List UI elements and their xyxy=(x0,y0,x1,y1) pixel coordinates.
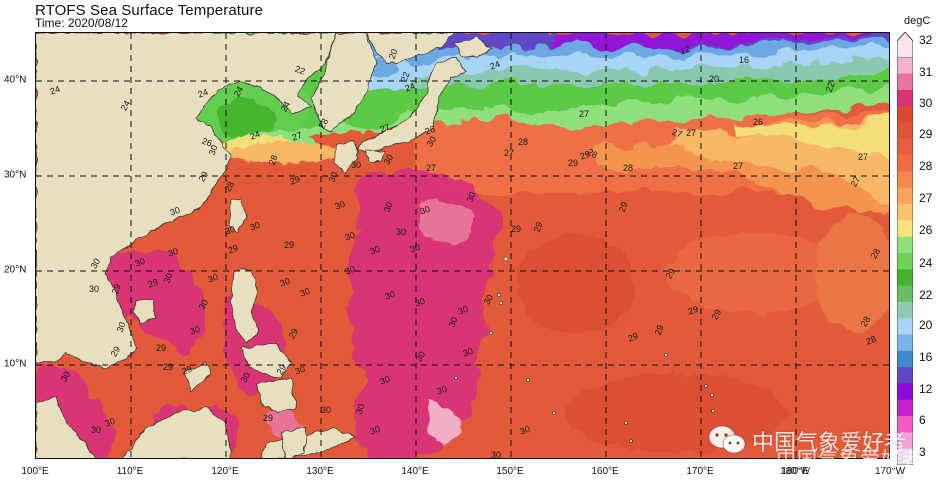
colorbar-tick-label: 27 xyxy=(919,191,932,205)
x-tick-label: 160°E xyxy=(591,466,618,477)
contour-label: 28 xyxy=(623,163,633,173)
x-tick-label: 150°E xyxy=(496,466,523,477)
x-tick-label: 100°E xyxy=(21,466,48,477)
colorbar-tick-label: 29 xyxy=(919,127,932,141)
wechat-icon xyxy=(706,424,748,456)
sst-map: 2022242424242424242224262627272728282828… xyxy=(35,32,890,459)
contour-label: 29 xyxy=(263,413,273,423)
time-label: Time: 2020/08/12 xyxy=(35,17,128,30)
colorbar-tick-label: 6 xyxy=(919,413,926,427)
contour-label: 27 xyxy=(426,163,436,173)
x-tick-label: 130°E xyxy=(306,466,333,477)
contour-label: 20 xyxy=(709,74,719,84)
contour-label: 26 xyxy=(753,117,763,127)
colorbar-unit: degC xyxy=(904,15,930,27)
contour-label: 29 xyxy=(156,343,166,353)
colorbar-tick-label: 30 xyxy=(919,96,932,110)
colorbar-tick-label: 24 xyxy=(919,256,932,270)
x-tick-label: 140°E xyxy=(401,466,428,477)
contour-label: 29 xyxy=(284,240,294,250)
contour-label: 30 xyxy=(321,405,331,415)
contour-label: 28 xyxy=(518,137,528,147)
x-tick-label: 120°E xyxy=(211,466,238,477)
colorbar-tick-label: 12 xyxy=(919,382,932,396)
sst-field: 2022242424242424242224262627272728282828… xyxy=(36,33,890,459)
contour-label: 29 xyxy=(568,158,578,168)
colorbar-tick-label: 28 xyxy=(919,159,932,173)
contour-label: 27 xyxy=(686,128,696,138)
y-tick-label: 20°N xyxy=(4,265,26,276)
contour-label: 27 xyxy=(858,152,868,162)
colorbar-tick-label: 20 xyxy=(919,318,932,332)
contour-label: 30 xyxy=(91,425,101,435)
contour-label: 30 xyxy=(396,227,406,237)
contour-label: 29 xyxy=(511,224,521,234)
colorbar-tick-label: 31 xyxy=(919,65,932,79)
x-tick-label: 170°E xyxy=(686,466,713,477)
contour-label: 30 xyxy=(491,450,501,459)
y-tick-label: 10°N xyxy=(4,359,26,370)
contour-label: 27 xyxy=(579,109,589,119)
colorbar-tick-label: 16 xyxy=(919,350,932,364)
x-tick-label: 110°E xyxy=(117,466,144,477)
y-tick-label: 30°N xyxy=(4,170,26,181)
colorbar-tick-label: 22 xyxy=(919,288,932,302)
y-tick-label: 40°N xyxy=(4,75,26,86)
colorbar-tick-label: 32 xyxy=(919,33,932,47)
colorbar-tick-label: 26 xyxy=(919,223,932,237)
contour-label: 16 xyxy=(739,55,749,65)
contour-label: 30 xyxy=(89,284,99,294)
watermark-echo: 中国气象爱好者 xyxy=(776,443,923,472)
contour-label: 29 xyxy=(163,362,173,372)
contour-label: 30 xyxy=(351,160,361,170)
contour-label: 27 xyxy=(733,161,743,171)
colorbar xyxy=(897,32,913,465)
contour-label: 27 xyxy=(504,148,514,158)
